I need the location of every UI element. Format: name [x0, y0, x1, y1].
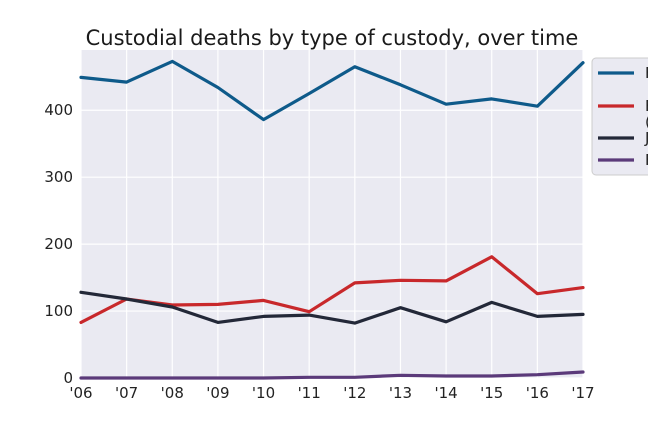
y-tick-label: 400 [44, 101, 73, 119]
x-tick-label: '08 [161, 384, 184, 402]
legend: FF(JF [591, 57, 648, 176]
x-tick-label: '06 [69, 384, 92, 402]
legend-box [591, 57, 648, 176]
legend-label-1: F [645, 64, 648, 82]
x-tick-label: '17 [571, 384, 594, 402]
x-tick-label: '10 [252, 384, 275, 402]
y-tick-label: 0 [63, 369, 73, 387]
x-tick-label: '09 [206, 384, 229, 402]
series-line-2 [79, 255, 585, 324]
x-tick-label: '11 [298, 384, 321, 402]
x-tick-label: '16 [526, 384, 549, 402]
y-tick-label: 100 [44, 302, 73, 320]
x-tick-labels: '06 '07 '08 '09 '10 '11 '12 '13 '14 '15 '16 '17 [69, 384, 594, 402]
x-tick-label: '14 [434, 384, 457, 402]
x-tick-label: '07 [115, 384, 138, 402]
plot-area [81, 50, 583, 378]
legend-label-3: J [644, 129, 648, 147]
series-lines [79, 59, 585, 380]
x-tick-label: '15 [480, 384, 503, 402]
series-line-1 [79, 59, 585, 122]
x-tick-label: '12 [343, 384, 366, 402]
y-tick-label: 200 [44, 235, 73, 253]
legend-label-4: F [645, 151, 648, 169]
legend-label-2: F [645, 97, 648, 115]
y-tick-labels: 0 100 200 300 400 [44, 101, 73, 387]
series-line-4 [79, 370, 585, 380]
y-tick-label: 300 [44, 168, 73, 186]
series-line-3 [79, 290, 585, 325]
legend-label-2: ( [645, 113, 648, 131]
chart-title: Custodial deaths by type of custody, ove… [86, 26, 579, 50]
x-tick-label: '13 [389, 384, 412, 402]
